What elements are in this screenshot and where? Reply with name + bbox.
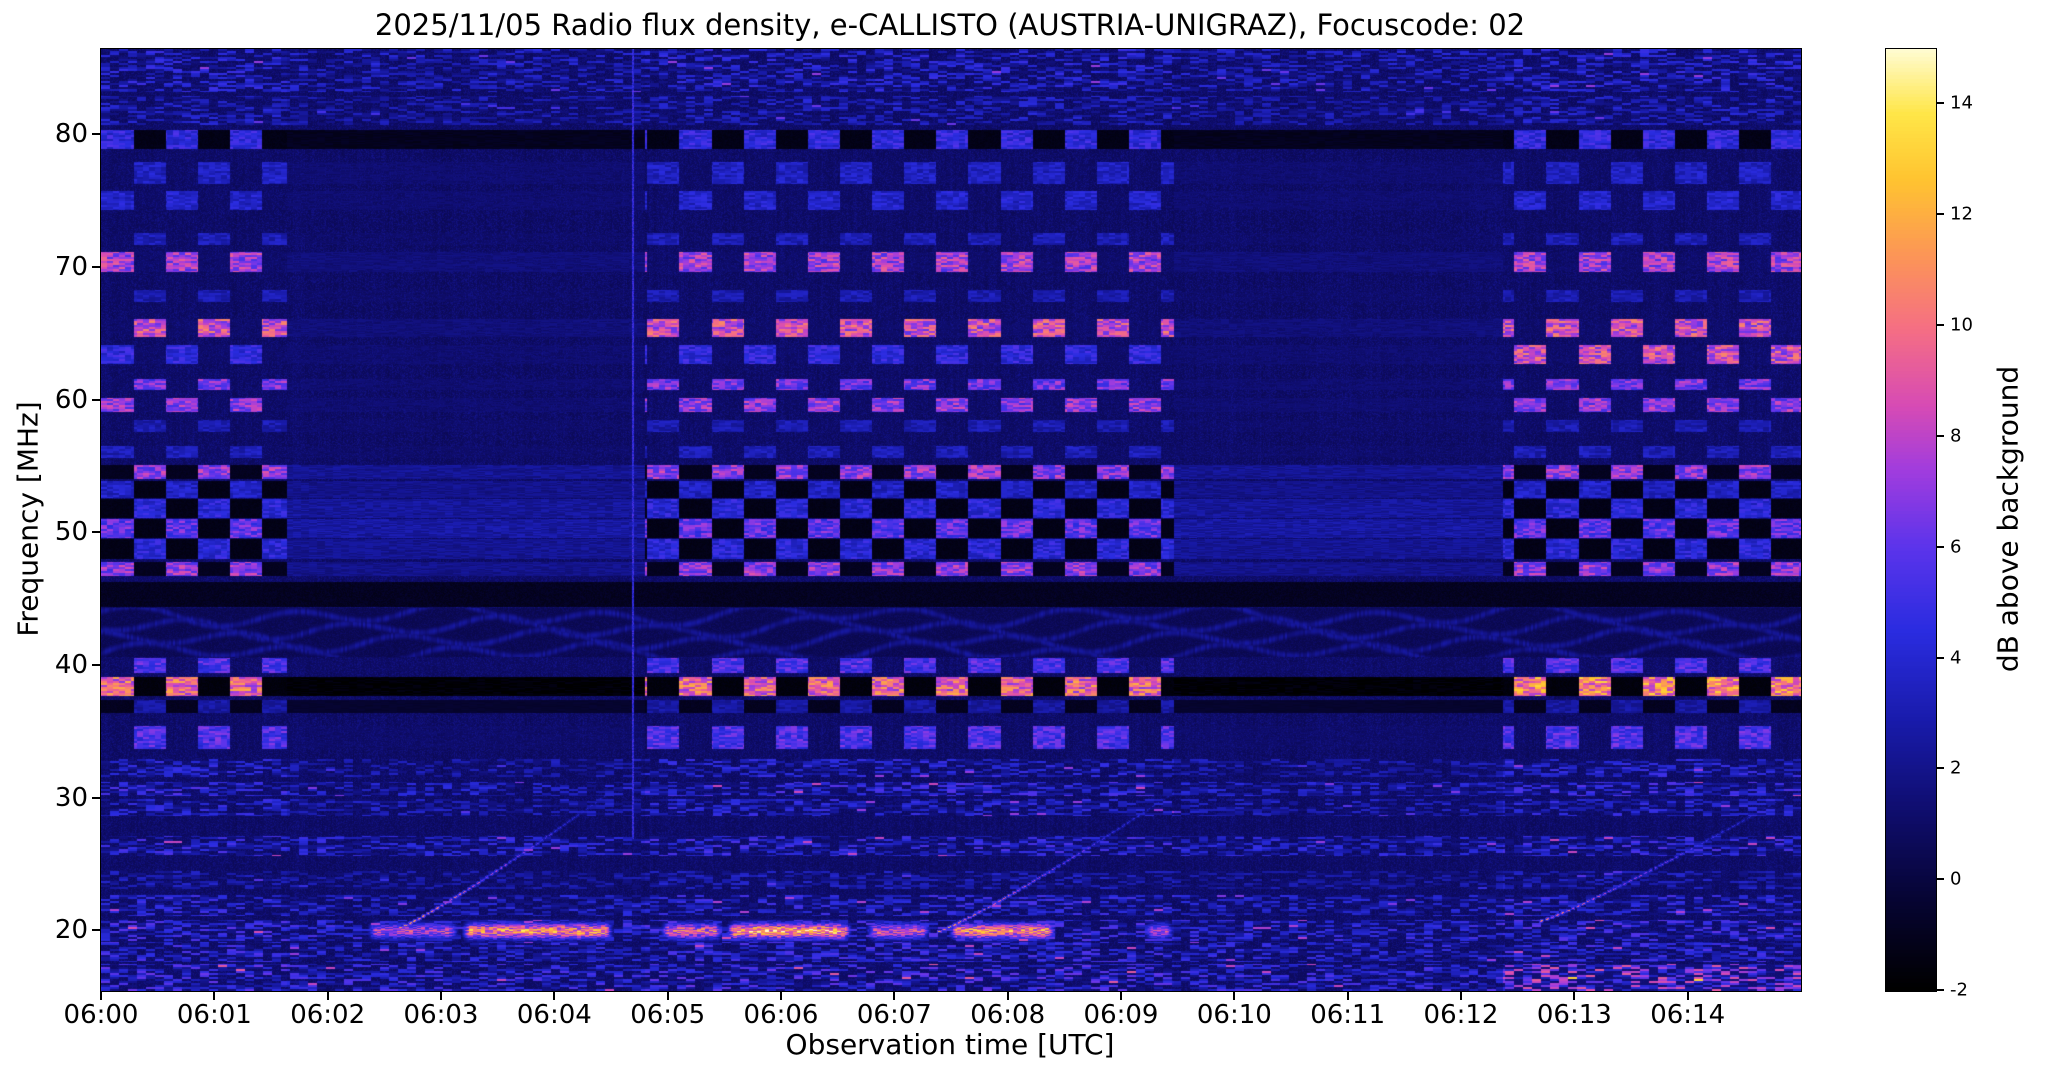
colorbar-tick-label: 8 [1950, 425, 1962, 447]
colorbar-tick-label: -2 [1950, 979, 1968, 1001]
y-tick-label: 30 [54, 782, 88, 813]
colorbar-tick-mark [1937, 656, 1944, 659]
x-tick-mark [553, 992, 556, 1000]
x-tick-mark [1460, 992, 1462, 1000]
x-tick-label: 06:13 [1536, 1000, 1612, 1030]
colorbar-tick-label: 4 [1950, 647, 1962, 669]
colorbar-tick-mark [1937, 767, 1944, 770]
x-tick-label: 06:00 [63, 1000, 139, 1030]
y-tick-label: 50 [54, 517, 88, 548]
colorbar [1885, 48, 1937, 992]
colorbar-tick-mark [1937, 324, 1944, 327]
x-tick-label: 06:01 [176, 1000, 252, 1030]
y-tick-label: 60 [54, 384, 88, 415]
x-tick-mark [1120, 992, 1122, 1000]
x-tick-label: 06:02 [290, 1000, 366, 1030]
x-tick-mark [780, 992, 782, 1000]
colorbar-tick-mark [1937, 989, 1944, 991]
x-tick-label: 06:14 [1650, 1000, 1726, 1030]
y-tick-label: 80 [54, 119, 88, 150]
x-tick-label: 06:06 [743, 1000, 819, 1030]
colorbar-tick-label: 2 [1950, 757, 1962, 779]
x-axis-label: Observation time [UTC] [785, 1028, 1115, 1061]
y-tick-label: 40 [54, 649, 88, 680]
colorbar-tick-mark [1937, 213, 1944, 216]
y-tick-mark [92, 265, 100, 268]
colorbar-tick-mark [1937, 878, 1944, 881]
x-tick-mark [1573, 992, 1576, 1000]
colorbar-tick-mark [1937, 102, 1944, 105]
colorbar-tick-mark [1937, 434, 1944, 437]
x-tick-mark [100, 992, 102, 1000]
x-tick-mark [1233, 992, 1236, 1000]
colorbar-tick-label: 6 [1950, 536, 1962, 558]
x-tick-mark [666, 992, 669, 1000]
x-tick-label: 06:11 [1310, 1000, 1386, 1030]
y-tick-mark [92, 663, 100, 666]
x-tick-label: 06:03 [403, 1000, 479, 1030]
y-tick-mark [92, 398, 100, 401]
x-tick-label: 06:12 [1423, 1000, 1499, 1030]
x-tick-mark [213, 992, 216, 1000]
x-tick-label: 06:04 [516, 1000, 592, 1030]
x-tick-label: 06:05 [630, 1000, 706, 1030]
colorbar-tick-label: 12 [1950, 203, 1973, 225]
spectrogram-heatmap [100, 48, 1802, 992]
x-tick-mark [326, 992, 329, 1000]
colorbar-tick-label: 14 [1950, 92, 1973, 114]
y-tick-mark [92, 796, 100, 799]
colorbar-label: dB above background [1991, 365, 2025, 673]
y-tick-label: 20 [54, 915, 88, 946]
x-tick-mark [893, 992, 896, 1000]
x-tick-label: 06:09 [1083, 1000, 1159, 1030]
y-tick-mark [92, 133, 100, 136]
x-tick-label: 06:07 [856, 1000, 932, 1030]
colorbar-tick-label: 10 [1950, 314, 1973, 336]
x-tick-label: 06:10 [1196, 1000, 1272, 1030]
x-tick-mark [1346, 992, 1349, 1000]
colorbar-tick-mark [1937, 545, 1944, 548]
chart-title: 2025/11/05 Radio flux density, e-CALLIST… [374, 8, 1526, 42]
x-tick-mark [440, 992, 442, 1000]
y-tick-label: 70 [54, 251, 88, 282]
x-tick-mark [1686, 992, 1689, 1000]
y-tick-mark [92, 531, 100, 534]
colorbar-tick-label: 0 [1950, 868, 1962, 890]
x-tick-label: 06:08 [970, 1000, 1046, 1030]
x-tick-mark [1006, 992, 1009, 1000]
y-tick-mark [92, 929, 100, 932]
